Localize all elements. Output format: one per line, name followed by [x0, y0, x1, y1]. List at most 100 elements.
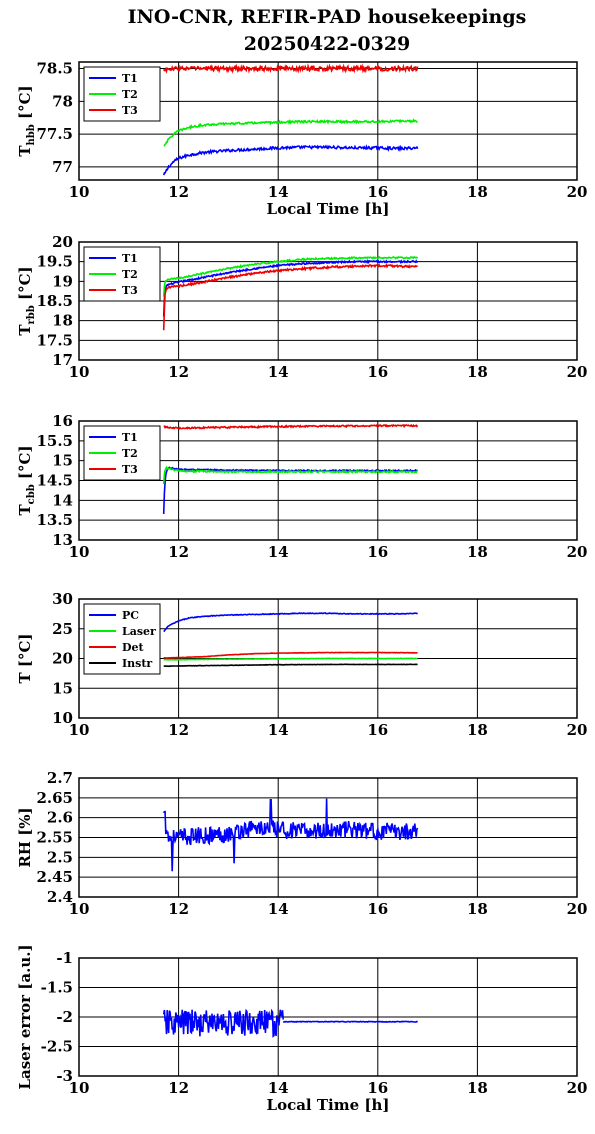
- series-line-t2: [162, 465, 418, 485]
- y-tick-label: 25: [52, 620, 73, 638]
- plot-frame: [78, 598, 578, 719]
- y-tick-label: 2.5: [47, 848, 73, 866]
- panel-1: 10 12 14 16 18 20 77 77.5 78 78.5 Local Time [h] Th…: [16, 60, 587, 218]
- x-tick-label: 14: [268, 900, 289, 918]
- y-tick-label: 18: [52, 312, 73, 330]
- x-tick-label: 20: [567, 363, 588, 381]
- x-tick-label: 18: [467, 721, 488, 739]
- y-tick-label: 13.5: [36, 511, 73, 529]
- series-line-t2: [163, 118, 418, 147]
- series-line-det: [163, 651, 418, 659]
- y-tick-label: -3: [56, 1067, 73, 1085]
- x-tick-label: 10: [69, 900, 90, 918]
- legend-entry-pc: PC: [122, 609, 139, 622]
- y-tick-label: 78: [52, 92, 73, 110]
- legend-entry-t1: T1: [122, 431, 138, 444]
- x-tick-label: 20: [567, 183, 588, 201]
- series-line-t2: [162, 255, 419, 297]
- series-line-t1: [162, 259, 418, 317]
- x-tick-label: 10: [69, 363, 90, 381]
- y-axis-label: T [°C]: [16, 633, 34, 683]
- y-tick-label: 19.5: [36, 253, 73, 271]
- x-tick-label: 14: [268, 363, 289, 381]
- series-line-t1: [162, 144, 419, 176]
- y-tick-label: -2.5: [41, 1038, 73, 1056]
- y-tick-label: 2.55: [36, 829, 73, 847]
- series-line-instr: [163, 663, 418, 668]
- x-tick-label: 20: [567, 721, 588, 739]
- x-tick-label: 18: [467, 543, 488, 561]
- panel-6: 10 12 14 16 18 20 -3 -2.5 -2 -1.5 -1 Local Time [h]…: [16, 944, 587, 1114]
- series-line-laser: [163, 657, 418, 661]
- legend-entry-t1: T1: [122, 252, 138, 265]
- x-tick-label: 16: [367, 183, 388, 201]
- y-tick-label: 15.5: [36, 432, 73, 450]
- x-tick-label: 16: [367, 900, 388, 918]
- y-tick-label: 15: [52, 679, 73, 697]
- x-tick-label: 10: [69, 543, 90, 561]
- x-tick-label: 18: [467, 363, 488, 381]
- y-tick-label: 19: [52, 272, 73, 290]
- y-tick-label: 17: [52, 351, 73, 369]
- y-tick-label: 2.45: [36, 868, 73, 886]
- series-line-pc: [163, 612, 419, 633]
- legend-entry-t2: T2: [122, 268, 138, 281]
- x-tick-label: 14: [268, 543, 289, 561]
- x-tick-label: 12: [168, 183, 189, 201]
- y-axis-label: Trbb [°C]: [16, 266, 37, 335]
- figure-title-line2: 20250422-0329: [244, 33, 411, 55]
- y-tick-label: 14: [52, 491, 73, 509]
- y-tick-label: 77: [52, 158, 73, 176]
- y-tick-label: 20: [52, 650, 73, 668]
- y-tick-label: 2.65: [36, 789, 73, 807]
- y-tick-label: 14.5: [36, 472, 73, 490]
- y-tick-label: 10: [52, 709, 73, 727]
- series-line-t3: [163, 63, 419, 74]
- y-tick-label: -1.5: [41, 979, 73, 997]
- y-tick-label: 2.4: [47, 888, 73, 906]
- y-tick-label: 2.6: [47, 809, 73, 827]
- legend-entry-t2: T2: [122, 88, 138, 101]
- y-tick-label: 77.5: [36, 125, 73, 143]
- y-tick-label: 78.5: [36, 60, 73, 78]
- x-axis-label: Local Time [h]: [267, 200, 390, 218]
- x-tick-label: 10: [69, 721, 90, 739]
- x-tick-label: 10: [69, 183, 90, 201]
- legend-entry-t1: T1: [122, 72, 138, 85]
- x-tick-label: 16: [367, 1079, 388, 1097]
- x-tick-label: 10: [69, 1079, 90, 1097]
- y-tick-label: 13: [52, 531, 73, 549]
- y-axis-label: Thbb [°C]: [16, 85, 37, 156]
- panel-4: 10 12 14 16 18 20 10 15 20 25 30 T [°C] PC Laser Det In…: [16, 590, 587, 739]
- y-tick-label: 20: [52, 233, 73, 251]
- x-tick-label: 20: [567, 543, 588, 561]
- y-axis-label: Laser error [a.u.]: [16, 944, 34, 1089]
- series-line-t1: [162, 466, 418, 515]
- x-tick-label: 16: [367, 721, 388, 739]
- plot-frame: [78, 241, 578, 361]
- x-tick-label: 12: [168, 363, 189, 381]
- legend-entry-t3: T3: [122, 104, 138, 117]
- x-tick-label: 16: [367, 363, 388, 381]
- figure-title-line1: INO-CNR, REFIR-PAD housekeepings: [128, 6, 527, 28]
- x-tick-label: 14: [268, 1079, 289, 1097]
- legend-entry-t2: T2: [122, 447, 138, 460]
- chart-panels: 10 12 14 16 18 20 77 77.5 78 78.5 Local Time [h] Th…: [16, 60, 587, 1114]
- y-tick-label: -2: [56, 1008, 73, 1026]
- series-line-2: [282, 1020, 418, 1024]
- x-tick-label: 18: [467, 183, 488, 201]
- legend-entry-instr: Instr: [122, 657, 152, 670]
- x-tick-label: 14: [268, 721, 289, 739]
- legend-entry-t3: T3: [122, 284, 138, 297]
- x-tick-label: 14: [268, 183, 289, 201]
- x-tick-label: 18: [467, 900, 488, 918]
- y-tick-label: 16: [52, 412, 73, 430]
- x-tick-label: 12: [168, 900, 189, 918]
- y-tick-label: 15: [52, 452, 73, 470]
- panel-5: 10 12 14 16 18 20 2.4 2.45 2.52.55 2.6 2.65 2.7 RH […: [16, 769, 587, 918]
- series-line-1: [163, 798, 419, 872]
- y-axis-label: RH [%]: [16, 807, 34, 867]
